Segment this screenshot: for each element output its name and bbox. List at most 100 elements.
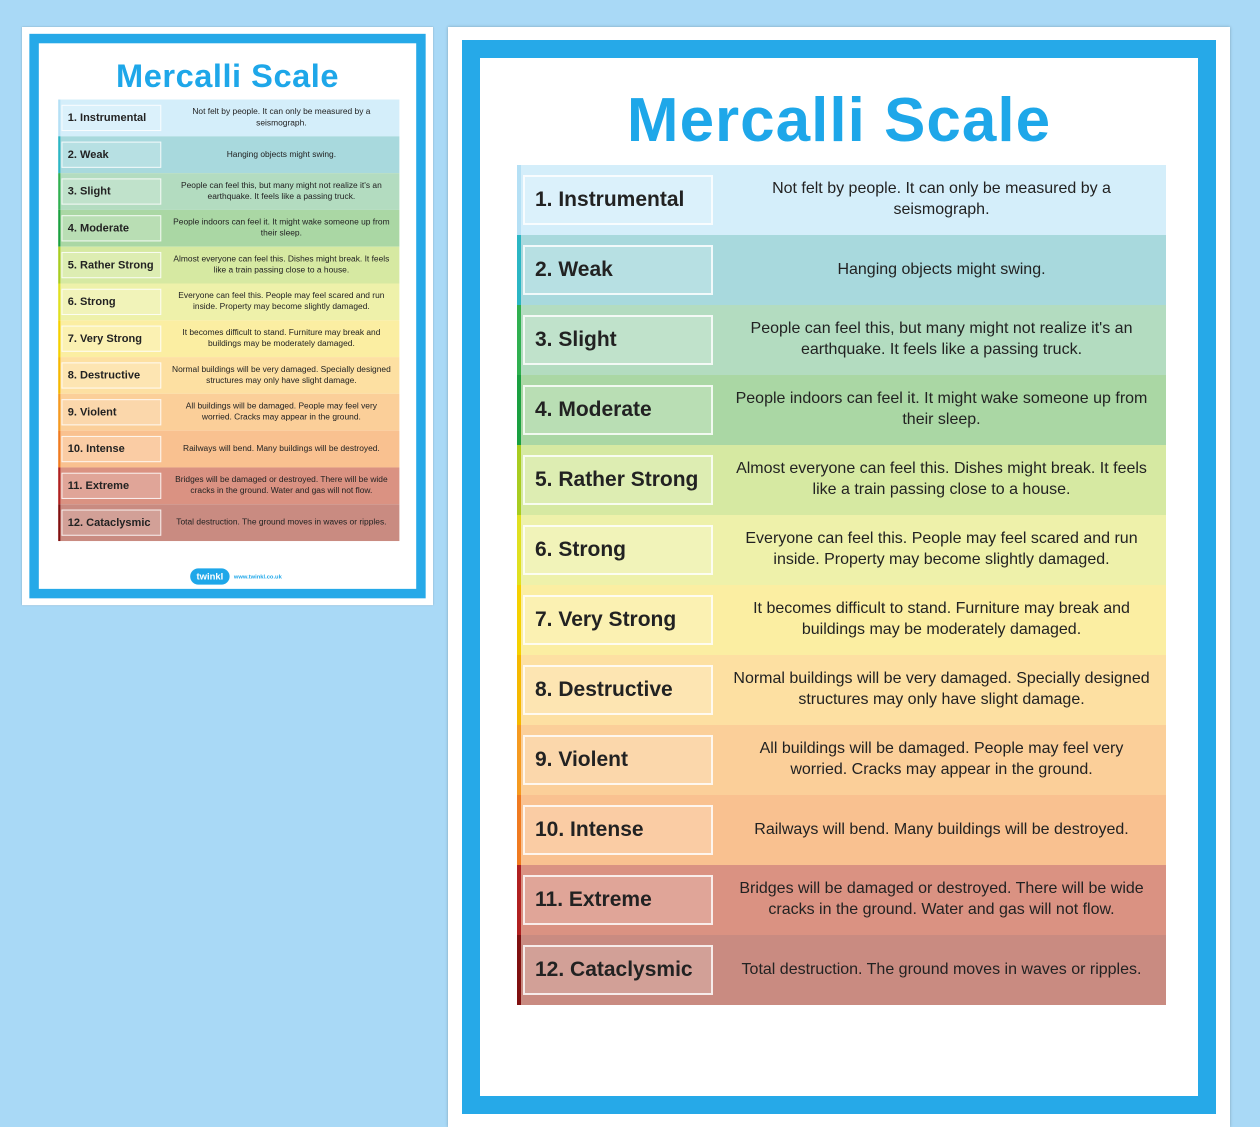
row-color-strip (517, 375, 521, 445)
level-label: 2. Weak (61, 141, 162, 168)
level-label: 10. Intense (523, 805, 713, 855)
row-color-strip (58, 467, 61, 505)
level-cell: 4. Moderate (517, 375, 717, 445)
logo-url: www.twinkl.co.uk (233, 573, 282, 580)
level-label: 8. Destructive (523, 665, 713, 715)
level-label: 1. Instrumental (61, 104, 162, 132)
level-cell: 1. Instrumental (58, 100, 163, 137)
level-cell: 6. Strong (517, 515, 717, 585)
level-cell: 3. Slight (517, 305, 717, 375)
level-description: Almost everyone can feel this. Dishes mi… (736, 460, 1147, 498)
level-cell: 6. Strong (58, 283, 163, 320)
row-color-strip (58, 173, 61, 210)
twinkl-logo: twinkl www.twinkl.co.uk (190, 568, 282, 585)
level-description: Not felt by people. It can only be measu… (192, 107, 371, 128)
level-label: 12. Cataclysmic (61, 509, 162, 536)
level-description: Not felt by people. It can only be measu… (772, 180, 1111, 218)
level-cell: 11. Extreme (58, 467, 163, 504)
scale-row: 6. Strong Everyone can feel this. People … (517, 515, 1166, 585)
level-label: 5. Rather Strong (61, 251, 162, 279)
row-color-strip (58, 320, 61, 358)
level-description: Bridges will be damaged or destroyed. Th… (739, 880, 1144, 918)
level-description: All buildings will be damaged. People ma… (759, 740, 1124, 778)
level-label: 2. Weak (523, 245, 713, 295)
level-cell: 4. Moderate (58, 210, 163, 247)
scale-row: 4. Moderate People indoors can feel it. I… (517, 375, 1166, 445)
level-description: Almost everyone can feel this. Dishes mi… (173, 254, 390, 275)
level-description: Normal buildings will be very damaged. S… (733, 670, 1150, 708)
level-cell: 8. Destructive (58, 357, 163, 394)
scale-row: 5. Rather Strong Almost everyone can feel… (58, 246, 400, 284)
row-color-strip (517, 445, 521, 515)
scale-row: 1. Instrumental Not felt by people. It ca… (58, 99, 400, 137)
level-cell: 2. Weak (517, 235, 717, 305)
level-label: 1. Instrumental (523, 175, 713, 225)
level-cell: 5. Rather Strong (517, 445, 717, 515)
level-description: It becomes difficult to stand. Furniture… (182, 328, 381, 349)
row-color-strip (58, 430, 61, 468)
level-label: 6. Strong (523, 525, 713, 575)
poster-closeup: Mercalli Scale 1. Instrumental Not felt b… (448, 27, 1230, 1127)
level-cell: 7. Very Strong (58, 320, 163, 357)
row-color-strip (517, 515, 521, 585)
level-cell: 2. Weak (58, 136, 163, 173)
level-description: Normal buildings will be very damaged. S… (172, 365, 391, 385)
level-cell: 7. Very Strong (517, 585, 717, 655)
level-cell: 11. Extreme (517, 865, 717, 935)
level-description: People can feel this, but many might not… (181, 181, 382, 201)
row-color-strip (58, 393, 61, 431)
scale-row: 12. Cataclysmic Total destruction. The gr… (517, 935, 1166, 1005)
scale-row: 2. Weak Hanging objects might swing. (58, 136, 400, 174)
level-description: Railways will bend. Many buildings will … (754, 820, 1129, 838)
level-cell: 5. Rather Strong (58, 247, 163, 284)
poster-frame (29, 33, 426, 599)
level-description: Railways will bend. Many buildings will … (182, 444, 380, 454)
level-label: 9. Violent (523, 735, 713, 785)
level-description: Everyone can feel this. People may feel … (178, 291, 385, 312)
level-description: All buildings will be damaged. People ma… (185, 401, 377, 422)
row-color-strip (517, 235, 521, 305)
row-color-strip (58, 136, 61, 174)
level-cell: 9. Violent (517, 725, 717, 795)
scale-row: 4. Moderate People indoors can feel it. I… (58, 209, 400, 247)
row-color-strip (58, 99, 61, 137)
row-color-strip (58, 283, 61, 321)
scale-row: 10. Intense Railways will bend. Many buil… (58, 430, 400, 468)
scale-row: 3. Slight People can feel this, but many … (58, 173, 400, 210)
level-label: 5. Rather Strong (523, 455, 713, 505)
poster-title: Mercalli Scale (626, 86, 1052, 155)
scale-row: 7. Very Strong It becomes difficult to st… (58, 320, 400, 358)
level-description: It becomes difficult to stand. Furniture… (753, 600, 1130, 638)
level-label: 11. Extreme (61, 472, 162, 499)
poster-thumbnail: Mercalli Scale 1. Instrumental Not felt b… (22, 27, 434, 606)
level-cell: 10. Intense (517, 795, 717, 865)
level-description: Total destruction. The ground moves in w… (176, 517, 387, 527)
level-label: 10. Intense (61, 435, 162, 463)
level-description: People indoors can feel it. It might wak… (735, 390, 1148, 428)
level-cell: 1. Instrumental (517, 165, 717, 235)
level-cell: 3. Slight (58, 173, 163, 210)
level-cell: 12. Cataclysmic (58, 504, 163, 541)
row-color-strip (517, 585, 521, 655)
scale-row: 5. Rather Strong Almost everyone can feel… (517, 445, 1166, 515)
level-cell: 10. Intense (58, 431, 163, 468)
level-label: 7. Very Strong (523, 595, 713, 645)
level-description: Hanging objects might swing. (837, 260, 1046, 278)
level-label: 4. Moderate (523, 385, 713, 435)
level-description: Hanging objects might swing. (226, 149, 337, 159)
level-description: Total destruction. The ground moves in w… (741, 960, 1142, 978)
poster-title: Mercalli Scale (116, 58, 339, 95)
level-label: 3. Slight (61, 178, 162, 205)
level-label: 3. Slight (523, 315, 713, 365)
scale-row: 7. Very Strong It becomes difficult to st… (517, 585, 1166, 655)
row-color-strip (58, 246, 61, 284)
level-label: 7. Very Strong (61, 325, 162, 352)
scale-row: 10. Intense Railways will bend. Many buil… (517, 795, 1166, 865)
mercalli-table: 1. Instrumental Not felt by people. It ca… (517, 165, 1166, 1005)
scale-row: 9. Violent All buildings will be damaged.… (517, 725, 1166, 795)
level-cell: 9. Violent (58, 394, 163, 431)
scale-row: 9. Violent All buildings will be damaged.… (58, 393, 400, 431)
level-description: Everyone can feel this. People may feel … (745, 530, 1138, 568)
row-color-strip (58, 357, 61, 394)
row-color-strip (58, 209, 61, 247)
